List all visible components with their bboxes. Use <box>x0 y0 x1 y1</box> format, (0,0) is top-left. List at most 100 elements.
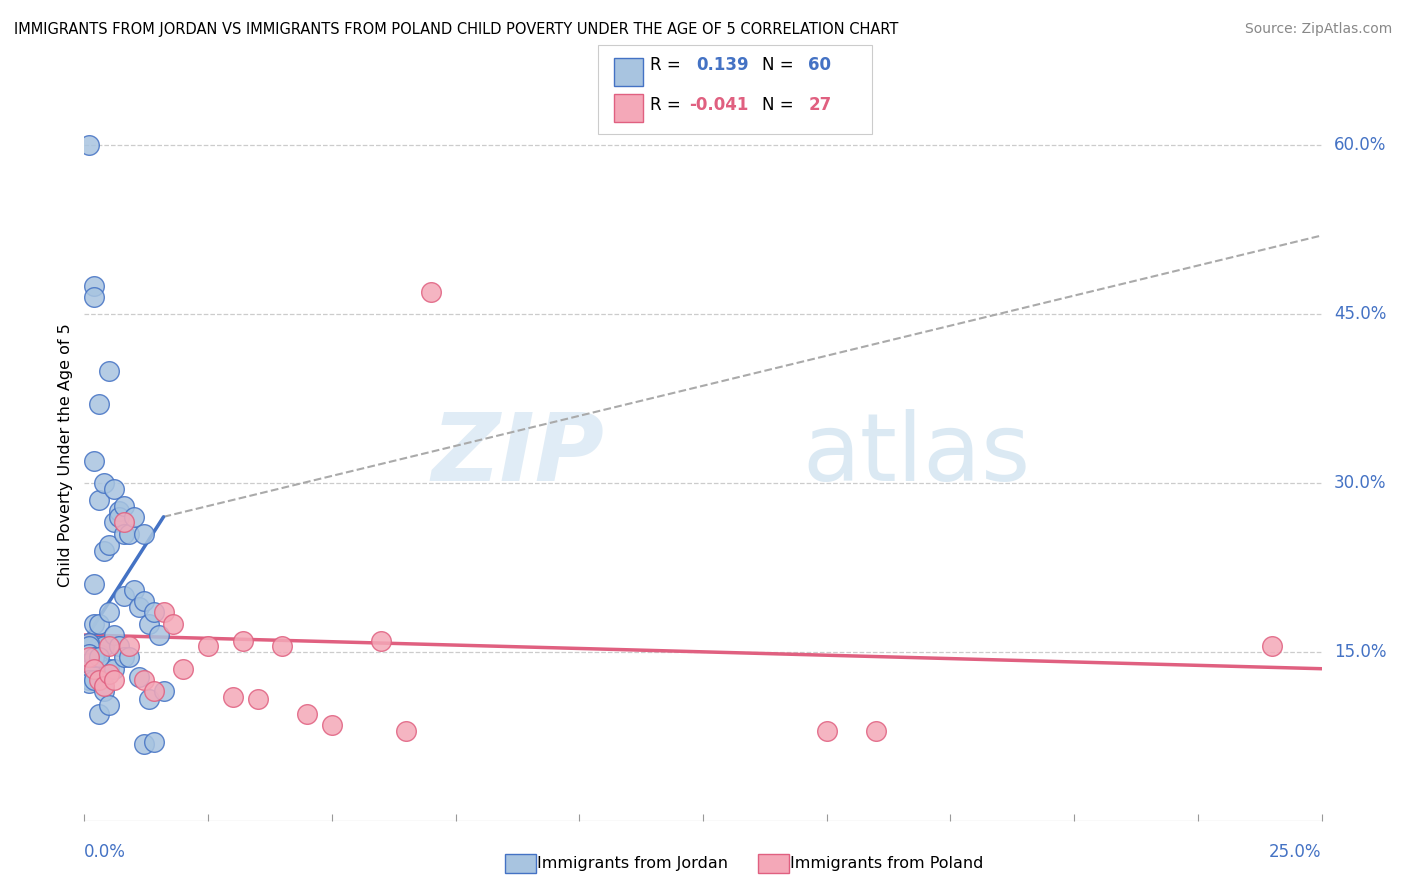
Y-axis label: Child Poverty Under the Age of 5: Child Poverty Under the Age of 5 <box>58 323 73 587</box>
Point <box>128 599 150 614</box>
Point <box>79 662 101 676</box>
Point <box>83 650 105 665</box>
Point <box>152 684 174 698</box>
Point <box>89 647 111 661</box>
Point <box>103 662 125 676</box>
Point <box>98 698 121 712</box>
Point <box>108 504 131 518</box>
Text: atlas: atlas <box>801 409 1031 501</box>
Text: N =: N = <box>762 96 793 114</box>
Text: 25.0%: 25.0% <box>1270 843 1322 861</box>
Point <box>112 526 135 541</box>
Point <box>79 647 101 661</box>
Point <box>98 363 121 377</box>
Text: R =: R = <box>650 56 681 74</box>
Text: R =: R = <box>650 96 681 114</box>
Point <box>89 397 111 411</box>
Point <box>1261 639 1284 653</box>
Point <box>108 509 131 524</box>
Point <box>83 662 105 676</box>
Point <box>79 673 101 687</box>
Point <box>79 639 101 653</box>
Point <box>89 706 111 721</box>
Point <box>128 670 150 684</box>
Point <box>148 628 170 642</box>
Point <box>122 582 145 597</box>
Point <box>103 516 125 530</box>
Point <box>79 676 101 690</box>
Point <box>162 616 184 631</box>
Point <box>246 692 269 706</box>
Text: Immigrants from Poland: Immigrants from Poland <box>790 856 984 871</box>
Point <box>815 723 838 738</box>
Point <box>112 499 135 513</box>
Text: 0.0%: 0.0% <box>84 843 127 861</box>
Point <box>93 543 115 558</box>
Point <box>83 279 105 293</box>
Point <box>98 667 121 681</box>
Point <box>152 606 174 620</box>
Point <box>79 138 101 153</box>
Point <box>89 492 111 507</box>
Point <box>79 650 101 665</box>
Text: 27: 27 <box>808 96 832 114</box>
Text: -0.041: -0.041 <box>689 96 748 114</box>
Point <box>295 706 318 721</box>
Text: 45.0%: 45.0% <box>1334 305 1386 323</box>
Point <box>98 606 121 620</box>
Point <box>118 650 141 665</box>
Point <box>197 639 219 653</box>
Point <box>142 735 165 749</box>
Point <box>112 516 135 530</box>
Point <box>865 723 887 738</box>
Point <box>89 650 111 665</box>
Text: Source: ZipAtlas.com: Source: ZipAtlas.com <box>1244 22 1392 37</box>
Point <box>89 616 111 631</box>
Point <box>83 673 105 687</box>
Point <box>98 538 121 552</box>
Point <box>118 639 141 653</box>
Point <box>108 639 131 653</box>
Point <box>83 290 105 304</box>
Point <box>93 667 115 681</box>
Point <box>83 453 105 467</box>
Point <box>93 476 115 491</box>
Point <box>103 673 125 687</box>
Point <box>142 606 165 620</box>
Text: 60: 60 <box>808 56 831 74</box>
Point <box>83 577 105 591</box>
Point <box>138 616 160 631</box>
Point <box>98 639 121 653</box>
Point <box>83 616 105 631</box>
Point <box>222 690 245 704</box>
Point <box>112 650 135 665</box>
Point <box>112 589 135 603</box>
Point <box>103 482 125 496</box>
Point <box>132 737 155 751</box>
Point <box>93 679 115 693</box>
Point <box>172 662 194 676</box>
Point <box>370 633 392 648</box>
Point <box>79 636 101 650</box>
Point <box>103 628 125 642</box>
Text: 15.0%: 15.0% <box>1334 643 1386 661</box>
Point <box>98 662 121 676</box>
Point <box>89 639 111 653</box>
Text: Immigrants from Jordan: Immigrants from Jordan <box>537 856 728 871</box>
Point <box>395 723 418 738</box>
Point <box>93 684 115 698</box>
Point <box>142 684 165 698</box>
Text: IMMIGRANTS FROM JORDAN VS IMMIGRANTS FROM POLAND CHILD POVERTY UNDER THE AGE OF : IMMIGRANTS FROM JORDAN VS IMMIGRANTS FRO… <box>14 22 898 37</box>
Point <box>118 526 141 541</box>
Text: 30.0%: 30.0% <box>1334 474 1386 492</box>
Point <box>89 658 111 673</box>
Text: N =: N = <box>762 56 793 74</box>
Point <box>232 633 254 648</box>
Point <box>132 594 155 608</box>
Point <box>271 639 294 653</box>
Point <box>89 673 111 687</box>
Point <box>321 718 343 732</box>
Point <box>132 526 155 541</box>
Point <box>83 639 105 653</box>
Text: 0.139: 0.139 <box>696 56 748 74</box>
